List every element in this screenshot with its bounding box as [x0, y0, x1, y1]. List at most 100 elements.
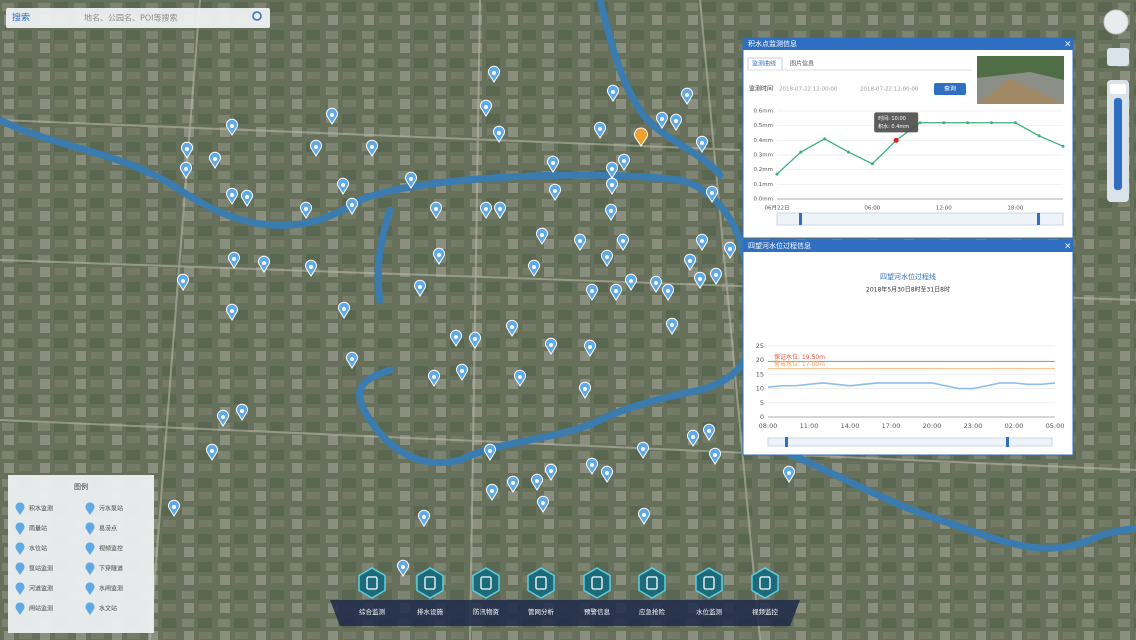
zoom-handle[interactable] — [785, 437, 788, 447]
tool-button[interactable] — [638, 567, 666, 599]
legend-icon — [15, 582, 25, 595]
chart-subtitle: 2018年5月30日8时至31日8时 — [866, 286, 950, 294]
tool-label[interactable]: 应急抢险 — [639, 607, 666, 616]
legend-icon — [85, 602, 95, 615]
marker-dot — [710, 191, 714, 195]
compass[interactable] — [1103, 9, 1129, 35]
marker-dot — [611, 90, 615, 94]
data-point[interactable] — [918, 121, 922, 125]
search-box[interactable] — [6, 8, 270, 28]
tool-button[interactable] — [583, 567, 611, 599]
marker-dot — [498, 207, 502, 211]
legend-icon — [85, 502, 95, 515]
selected-marker[interactable] — [634, 127, 648, 147]
x-tick-label: 23:00 — [964, 422, 983, 430]
marker-dot — [210, 449, 214, 453]
marker-dot — [511, 481, 515, 485]
marker-dot — [401, 565, 405, 569]
close-button[interactable]: × — [1064, 40, 1072, 50]
tool-button[interactable] — [472, 567, 500, 599]
tool-label[interactable]: 综合监测 — [359, 607, 386, 616]
tool-button[interactable] — [416, 567, 444, 599]
marker-dot — [230, 124, 234, 128]
tool-label[interactable]: 排水设施 — [417, 607, 444, 616]
zoom-handle[interactable] — [1037, 213, 1040, 225]
data-point[interactable] — [775, 172, 779, 176]
chart-title: 四望河水位过程线 — [880, 272, 936, 281]
marker-dot — [418, 285, 422, 289]
legend-icon — [85, 522, 95, 535]
data-point[interactable] — [823, 137, 827, 141]
zoom-handle[interactable] — [1006, 437, 1009, 447]
marker-dot — [350, 357, 354, 361]
y-tick-label: 0.1mm — [754, 182, 773, 188]
query-button[interactable] — [934, 83, 966, 95]
legend-icon — [85, 582, 95, 595]
marker-dot — [549, 343, 553, 347]
data-point[interactable] — [893, 137, 899, 143]
legend-icon — [85, 562, 95, 575]
search-icon[interactable] — [252, 11, 262, 21]
start-time[interactable]: 2018-07-22 12:00:00 — [779, 87, 838, 93]
marker-dot — [691, 435, 695, 439]
legend-icon — [15, 542, 25, 555]
marker-dot — [432, 375, 436, 379]
tool-label[interactable]: 管网分析 — [528, 607, 555, 616]
end-time[interactable]: 2018-07-22 12:00:00 — [860, 87, 919, 93]
series-line — [767, 382, 1056, 390]
tool-button[interactable] — [695, 567, 723, 599]
zoom-bar[interactable] — [776, 212, 1064, 226]
search-button-label[interactable]: 搜索 — [12, 12, 30, 24]
data-point[interactable] — [799, 150, 803, 154]
query-label[interactable]: 查询 — [944, 85, 956, 93]
marker-dot — [540, 233, 544, 237]
data-point[interactable] — [1061, 144, 1065, 148]
y-tick-label: 25 — [756, 342, 764, 350]
tool-icon — [424, 576, 436, 590]
legend-title: 图例 — [74, 482, 88, 491]
marker-dot — [185, 147, 189, 151]
zoom-handle[interactable] — [799, 213, 802, 225]
reference-label: 保证水位: 19.50m — [774, 353, 825, 361]
marker-dot — [583, 387, 587, 391]
marker-dot — [549, 469, 553, 473]
tab[interactable]: 监测曲线 — [752, 60, 776, 68]
data-point[interactable] — [847, 150, 850, 154]
legend-box — [8, 475, 154, 633]
marker-dot — [714, 273, 718, 277]
y-tick-label: 0.5mm — [754, 123, 773, 129]
tool-label[interactable]: 水位监测 — [696, 607, 723, 616]
marker-dot — [660, 117, 664, 121]
legend-icon — [15, 522, 25, 535]
marker-dot — [535, 479, 539, 483]
y-tick-label: 15 — [756, 370, 764, 378]
data-point[interactable] — [966, 121, 970, 125]
marker-dot — [510, 325, 514, 329]
data-point[interactable] — [1013, 121, 1017, 125]
zoom-bar[interactable] — [767, 437, 1053, 447]
marker-dot — [518, 375, 522, 379]
marker-dot — [492, 71, 496, 75]
marker-dot — [654, 281, 658, 285]
close-button[interactable]: × — [1064, 242, 1072, 252]
data-point[interactable] — [990, 121, 993, 125]
time-label: 监测时间 — [749, 85, 773, 93]
data-point[interactable] — [942, 121, 946, 125]
tool-button[interactable] — [358, 567, 386, 599]
tool-button[interactable] — [751, 567, 779, 599]
tool-button[interactable] — [527, 567, 555, 599]
tab[interactable]: 图片信息 — [790, 60, 814, 68]
reference-label: 警戒水位: 17.00m — [774, 360, 825, 368]
marker-dot — [213, 157, 217, 161]
tool-label[interactable]: 视频监控 — [752, 607, 779, 616]
tool-label[interactable]: 防汛物资 — [473, 607, 500, 616]
layer-button[interactable] — [1107, 48, 1129, 66]
tool-label[interactable]: 预警信息 — [584, 607, 611, 616]
data-point[interactable] — [1037, 134, 1041, 138]
x-tick-label: 08:00 — [759, 422, 778, 430]
zoom-handle[interactable] — [1110, 84, 1126, 94]
marker-dot — [370, 145, 374, 149]
legend-label: 水位站 — [29, 545, 47, 553]
data-point[interactable] — [870, 162, 874, 166]
